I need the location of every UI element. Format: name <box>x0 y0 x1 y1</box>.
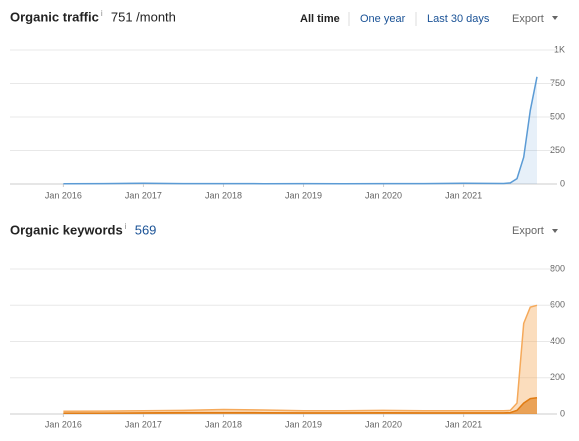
line <box>63 304 538 413</box>
y-tick-label: 800 <box>550 263 565 273</box>
caret <box>552 16 558 20</box>
y-tick-label: 750 <box>550 78 565 88</box>
export-button[interactable]: Export <box>512 225 544 237</box>
area <box>63 305 538 414</box>
y-tick-label: 250 <box>550 145 565 155</box>
y-tick-label: 200 <box>550 372 565 382</box>
x-tick-label: Jan 2020 <box>365 190 402 200</box>
panel-title: Organic traffic <box>10 9 99 24</box>
x-tick-label: Jan 2019 <box>285 419 322 429</box>
x-tick-label: Jan 2016 <box>45 190 82 200</box>
x-tick-label: Jan 2017 <box>125 190 162 200</box>
info-icon: i <box>125 222 127 231</box>
caret <box>552 229 558 233</box>
panel-title: Organic keywords <box>10 222 123 237</box>
export-button[interactable]: Export <box>512 13 544 25</box>
y-tick-label: 0 <box>560 408 565 418</box>
last-30-days-button[interactable]: Last 30 days <box>427 13 490 25</box>
x-tick-label: Jan 2021 <box>445 419 482 429</box>
x-tick-label: Jan 2016 <box>45 419 82 429</box>
x-tick-label: Jan 2018 <box>205 190 242 200</box>
one-year-button[interactable]: One year <box>360 13 406 25</box>
x-tick-label: Jan 2019 <box>285 190 322 200</box>
all-time-button[interactable]: All time <box>300 13 340 25</box>
y-tick-label: 1K <box>554 44 565 54</box>
x-tick-label: Jan 2020 <box>365 419 402 429</box>
x-tick-label: Jan 2021 <box>445 190 482 200</box>
y-tick-label: 0 <box>560 178 565 188</box>
x-tick-label: Jan 2018 <box>205 419 242 429</box>
area-fill <box>63 76 538 184</box>
line <box>63 76 538 185</box>
y-tick-label: 500 <box>550 111 565 121</box>
y-tick-label: 600 <box>550 300 565 310</box>
x-tick-label: Jan 2017 <box>125 419 162 429</box>
line <box>63 396 538 414</box>
metric-value: 751 /month <box>111 9 176 24</box>
metric-value: 569 <box>135 222 157 237</box>
y-tick-label: 400 <box>550 336 565 346</box>
info-icon: i <box>101 9 103 18</box>
